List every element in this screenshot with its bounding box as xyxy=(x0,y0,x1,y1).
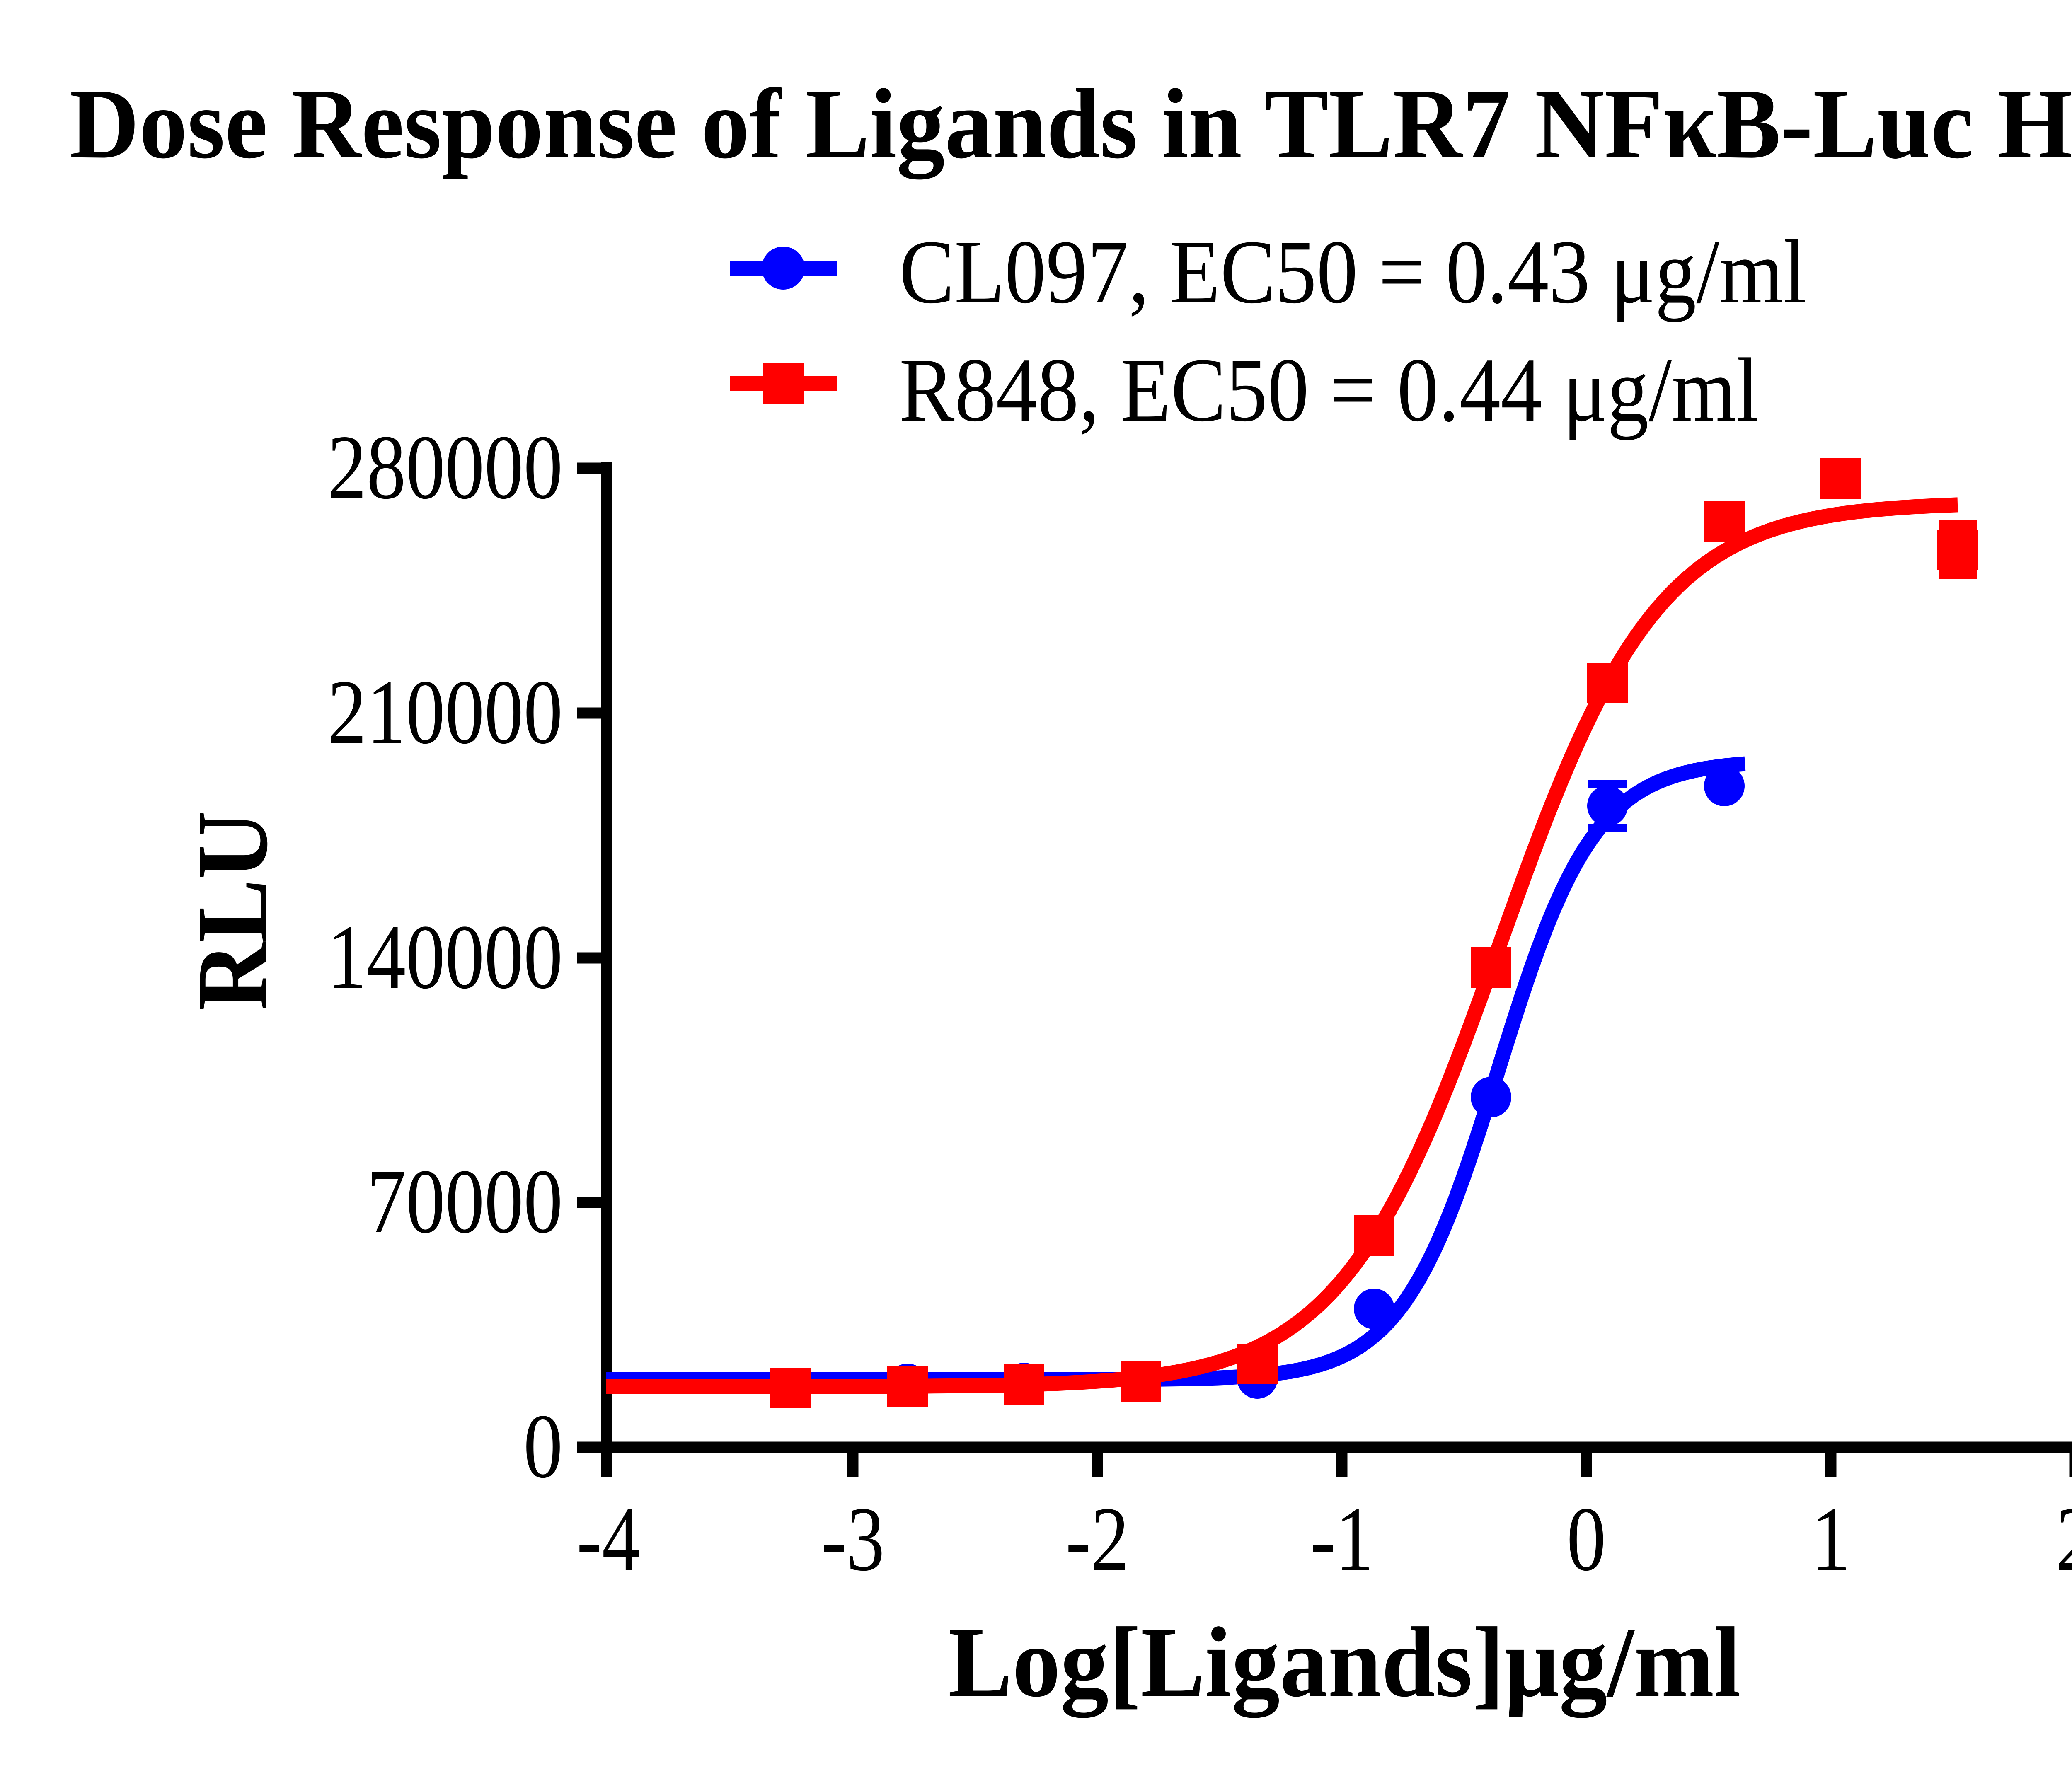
svg-text:RLU: RLU xyxy=(176,811,288,1011)
svg-text:210000: 210000 xyxy=(327,661,563,763)
svg-text:0: 0 xyxy=(1567,1488,1606,1590)
svg-text:70000: 70000 xyxy=(367,1151,563,1253)
svg-text:280000: 280000 xyxy=(327,416,563,518)
svg-text:Log[Ligands]μg/ml: Log[Ligands]μg/ml xyxy=(948,1607,1741,1718)
svg-text:Dose Response of Ligands in TL: Dose Response of Ligands in TLR7 NFκB-Lu… xyxy=(70,68,2072,179)
svg-text:2: 2 xyxy=(2056,1488,2072,1590)
svg-text:R848, EC50 = 0.44 μg/ml: R848, EC50 = 0.44 μg/ml xyxy=(899,339,1759,440)
svg-text:140000: 140000 xyxy=(327,906,563,1008)
svg-text:CL097, EC50 = 0.43 μg/ml: CL097, EC50 = 0.43 μg/ml xyxy=(899,221,1806,322)
svg-text:-2: -2 xyxy=(1066,1488,1129,1590)
svg-text:0: 0 xyxy=(523,1395,563,1497)
svg-text:-1: -1 xyxy=(1310,1488,1374,1590)
svg-text:-3: -3 xyxy=(821,1488,885,1590)
svg-text:-4: -4 xyxy=(577,1488,640,1590)
svg-text:1: 1 xyxy=(1811,1488,1851,1590)
